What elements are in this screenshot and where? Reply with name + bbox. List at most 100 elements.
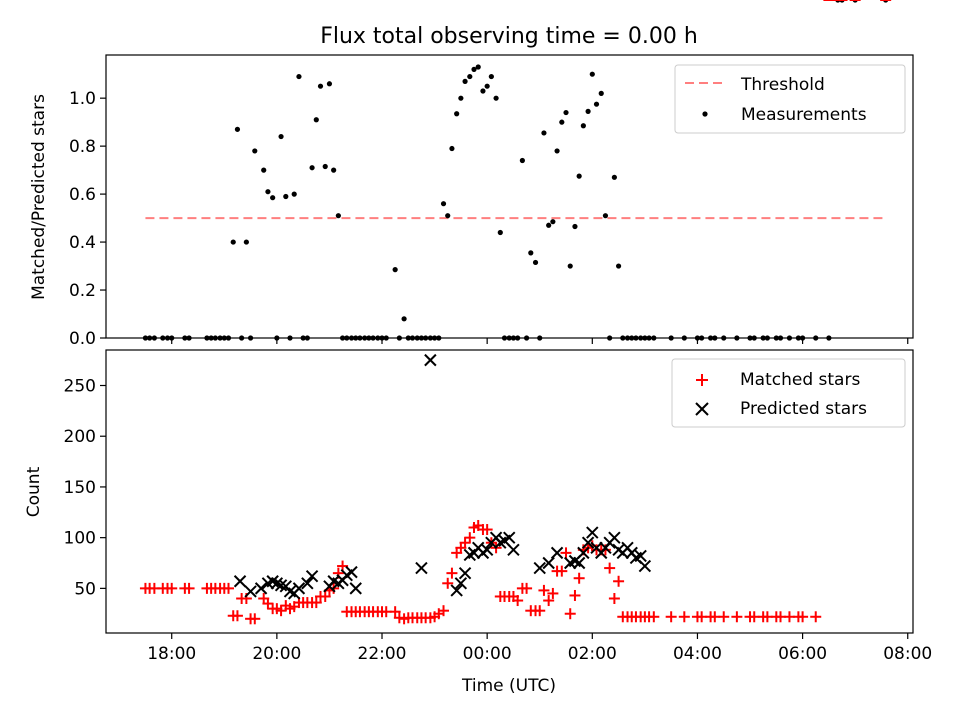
measurement-point: [646, 335, 652, 341]
bottom-y-tick-label: 100: [64, 529, 96, 549]
matched-point: [534, 605, 546, 617]
predicted-point: [450, 584, 463, 597]
matched-point: [731, 611, 743, 623]
measurement-point: [563, 109, 569, 116]
measurement-point: [721, 335, 727, 341]
measurement-point: [607, 335, 613, 341]
predicted-point: [415, 561, 428, 575]
bottom-legend: Matched stars Predicted stars: [671, 358, 906, 428]
x-tick-label: 20:00: [252, 644, 301, 664]
top-y-tick-label: 0.0: [69, 329, 96, 349]
matched-point: [648, 611, 660, 623]
measurement-point: [467, 73, 473, 80]
measurement-point: [331, 167, 337, 173]
matched-point: [564, 608, 576, 620]
predicted-series: [233, 353, 652, 600]
predicted-point: [586, 526, 599, 539]
measurement-point: [164, 335, 171, 341]
matched-point: [319, 590, 331, 602]
predicted-point: [305, 569, 319, 583]
measurement-point: [633, 335, 639, 341]
measurement-point: [523, 335, 530, 341]
matched-point: [613, 575, 625, 587]
x-tick-label: 00:00: [463, 644, 512, 664]
measurement-point: [278, 133, 284, 140]
measurement-point: [182, 335, 188, 341]
measurement-point: [348, 335, 355, 341]
x-tick-label: 22:00: [358, 644, 407, 664]
measurement-point: [826, 335, 832, 341]
predicted-point: [349, 582, 362, 595]
matched-point: [464, 532, 476, 544]
predicted-point: [292, 582, 306, 595]
matched-point: [569, 589, 581, 601]
measurement-point: [261, 167, 267, 173]
measurement-point: [379, 335, 385, 341]
measurement-point: [353, 335, 359, 341]
measurement-point: [734, 335, 740, 341]
measurement-point: [462, 78, 468, 84]
predicted-point: [608, 531, 621, 544]
x-tick-label: 02:00: [568, 644, 617, 664]
measurement-point: [602, 213, 609, 219]
legend-measurements-swatch: [702, 111, 708, 117]
measurement-point: [409, 335, 416, 341]
measurement-point: [160, 335, 166, 341]
bottom-y-ticks: 50 100 150 200 250: [64, 377, 106, 599]
measurement-point: [212, 335, 218, 341]
measurement-point: [366, 335, 372, 341]
measurement-point: [707, 335, 714, 341]
measurement-point: [169, 335, 175, 341]
measurement-point: [234, 126, 241, 132]
measurement-point: [497, 229, 503, 236]
bottom-x-ticks: 18:00 20:00 22:00 00:00 02:00 04:00 06:00 08:00: [147, 633, 932, 664]
figure-title: Flux total observing time = 0.00 h: [320, 24, 698, 49]
measurement-point: [151, 335, 157, 341]
x-tick-label: 08:00: [883, 644, 932, 664]
legend-threshold-label: Threshold: [740, 75, 825, 95]
measurement-point: [751, 335, 757, 341]
top-panel: 0.0 0.2 0.4 0.6 0.8 1.0 Matched/Predicted sta…: [29, 0, 914, 349]
bottom-y-tick-label: 200: [64, 427, 96, 447]
top-y-tick-label: 0.6: [69, 185, 96, 205]
measurement-point: [699, 335, 705, 341]
measurement-point: [624, 335, 631, 341]
measurement-point: [642, 335, 648, 341]
measurement-point: [335, 213, 341, 219]
x-axis-label: Time (UTC): [461, 676, 556, 696]
predicted-point: [581, 536, 595, 549]
matched-point: [166, 582, 178, 594]
predicted-point: [634, 549, 647, 563]
measurement-point: [550, 219, 556, 225]
top-y-tick-label: 0.2: [69, 281, 96, 301]
matched-point: [446, 567, 458, 579]
matched-point: [538, 584, 550, 596]
matched-point: [543, 595, 555, 607]
measurement-point: [541, 130, 547, 136]
legend-predicted-label: Predicted stars: [740, 399, 867, 419]
matched-point: [481, 524, 493, 536]
matched-point: [459, 537, 471, 549]
measurement-point: [537, 335, 543, 341]
measurement-point: [519, 157, 525, 164]
measurement-point: [247, 335, 254, 341]
measurement-point: [501, 335, 508, 341]
measurement-point: [186, 335, 192, 341]
measurement-point: [506, 335, 512, 341]
measurement-point: [423, 335, 429, 341]
bottom-y-tick-label: 50: [74, 579, 96, 599]
measurement-point: [777, 335, 784, 341]
measurement-point: [204, 335, 210, 341]
bottom-y-tick-label: 250: [64, 377, 96, 397]
top-legend: Threshold Measurements: [674, 64, 906, 134]
predicted-point: [572, 556, 586, 570]
measurement-point: [401, 316, 407, 322]
matched-point: [222, 582, 234, 594]
matched-point: [547, 587, 559, 599]
measurement-point: [559, 119, 565, 125]
measurement-point: [414, 335, 420, 341]
measurement-point: [357, 335, 363, 341]
measurement-point: [317, 83, 324, 89]
measurement-point: [208, 335, 214, 341]
